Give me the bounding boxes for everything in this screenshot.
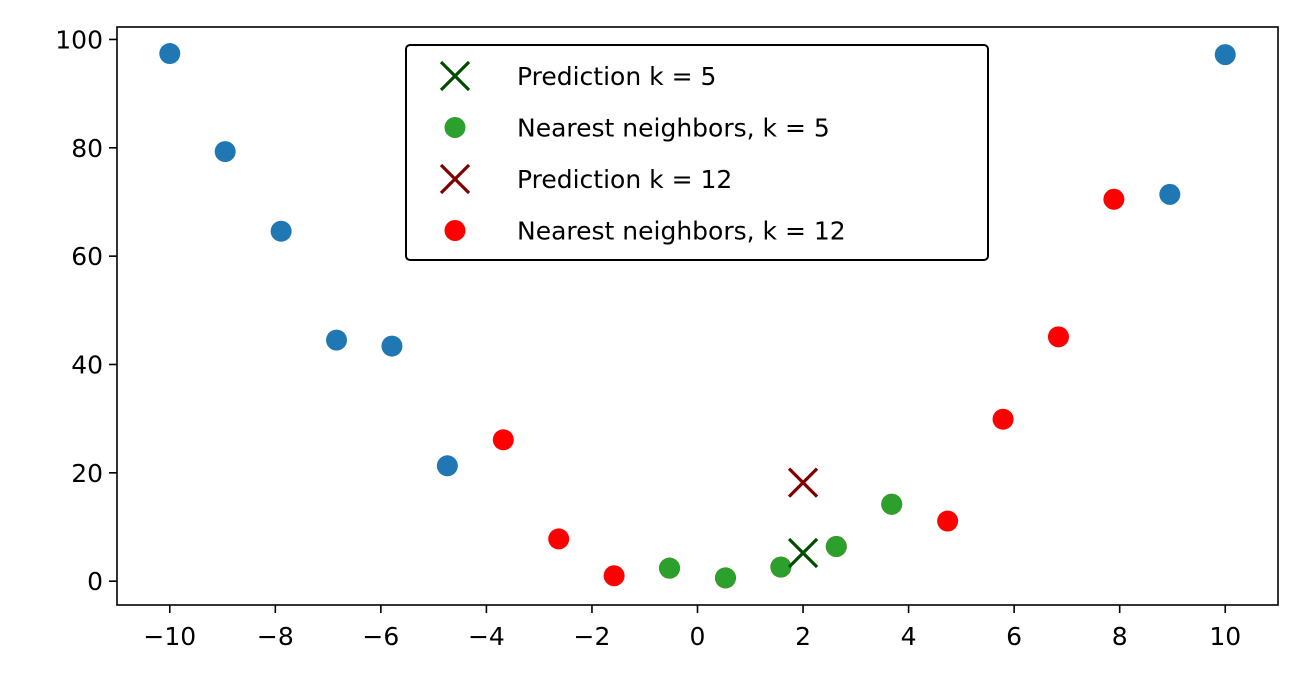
x-tick-label: 2 (795, 622, 811, 651)
data-point (381, 335, 403, 357)
y-tick-label: 80 (71, 134, 103, 163)
data-point (659, 557, 681, 579)
x-tick-label: 10 (1209, 622, 1241, 651)
legend-entry: Nearest neighbors, k = 5 (444, 114, 830, 143)
data-point (326, 329, 348, 351)
data-point (770, 556, 792, 578)
legend: Prediction k = 5 Nearest neighbors, k = 5… (405, 44, 989, 261)
data-point (881, 493, 903, 515)
data-point (1103, 188, 1125, 210)
data-point (270, 220, 292, 242)
data-point (937, 510, 959, 532)
y-tick-label: 100 (55, 25, 103, 54)
x-tick-label: −6 (362, 622, 399, 651)
data-point (714, 567, 736, 589)
legend-box (405, 44, 989, 261)
x-tick-label: −10 (143, 622, 196, 651)
y-tick-label: 20 (71, 459, 103, 488)
legend-entry: Prediction k = 5 (439, 60, 716, 92)
prediction-marker (787, 537, 819, 569)
legend-marker (439, 163, 471, 195)
legend-label: Nearest neighbors, k = 5 (517, 114, 830, 143)
data-point (825, 535, 847, 557)
legend-entry: Nearest neighbors, k = 12 (444, 217, 846, 246)
prediction-marker-stroke-2 (787, 467, 819, 498)
y-tick-label: 40 (71, 350, 103, 379)
x-tick-label: −2 (574, 622, 611, 651)
legend-entry: Prediction k = 12 (439, 163, 732, 195)
legend-label: Prediction k = 12 (517, 165, 732, 194)
data-point (436, 455, 458, 477)
data-point (159, 43, 181, 65)
data-point (492, 429, 514, 451)
legend-label: Nearest neighbors, k = 12 (517, 217, 846, 246)
x-axis-ticks: −10 −8 −6 −4 −2 0 2 4 6 8 10 (143, 605, 1241, 651)
legend-label: Prediction k = 5 (517, 62, 716, 91)
legend-marker-stroke-2 (439, 60, 471, 92)
legend-marker (444, 220, 466, 241)
prediction-marker-stroke-2 (787, 537, 819, 569)
data-point (548, 528, 570, 550)
data-point (1159, 183, 1181, 205)
x-tick-label: 6 (1006, 622, 1022, 651)
data-marks (159, 43, 1236, 589)
data-point (1047, 326, 1069, 348)
y-axis-ticks: 0 20 40 60 80 100 (55, 25, 117, 596)
legend-marker-stroke-2 (439, 163, 471, 195)
y-tick-label: 60 (71, 242, 103, 271)
x-tick-label: −8 (257, 622, 294, 651)
x-tick-label: 4 (901, 622, 917, 651)
y-tick-label: 0 (87, 567, 103, 596)
x-tick-label: 0 (690, 622, 706, 651)
series-0 (159, 43, 1236, 477)
legend-marker (439, 60, 471, 92)
legend-marker (444, 117, 466, 138)
data-point (992, 408, 1014, 430)
x-tick-label: 8 (1112, 622, 1128, 651)
data-point (214, 141, 236, 163)
prediction-marker (787, 467, 819, 498)
data-point (1214, 44, 1236, 66)
series-3 (787, 537, 819, 569)
x-tick-label: −4 (468, 622, 505, 651)
series-4 (787, 467, 819, 498)
series-2 (659, 493, 903, 589)
data-point (603, 565, 625, 587)
